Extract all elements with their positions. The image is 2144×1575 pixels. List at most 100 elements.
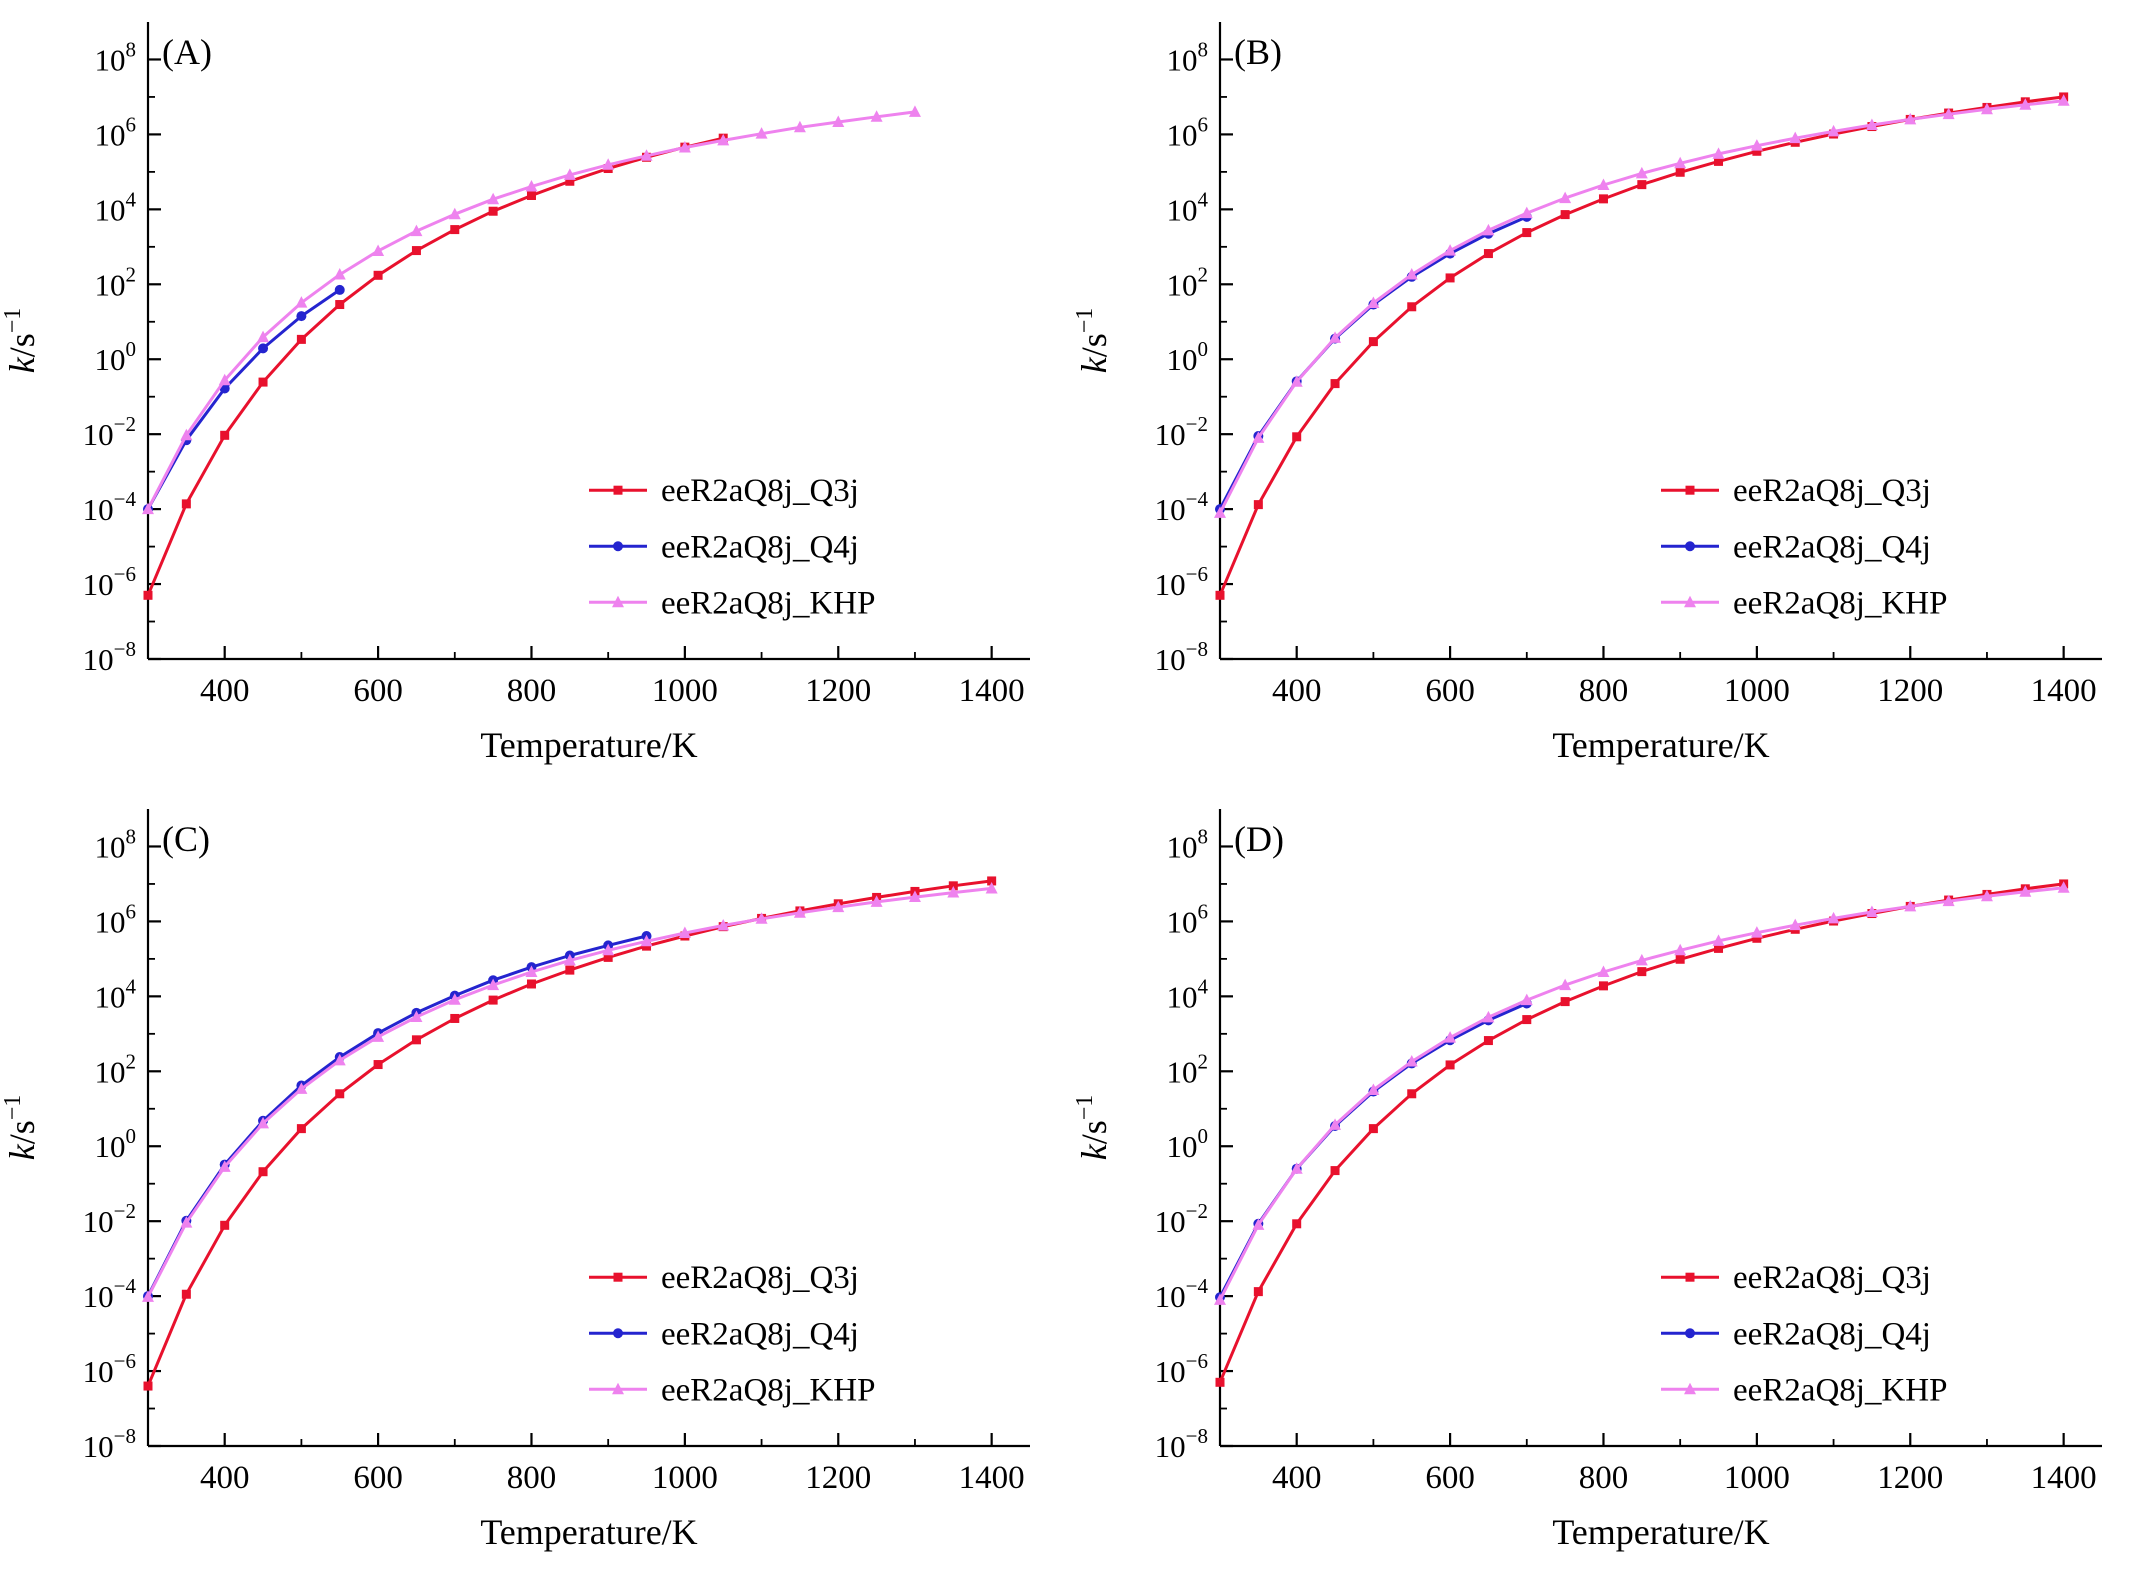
marker-triangle	[487, 192, 500, 205]
y-tick-label: 10−8	[1155, 1424, 1208, 1464]
marker-circle	[1685, 1328, 1695, 1339]
series-line	[146, 886, 994, 1299]
x-tick-label: 1000	[652, 1460, 718, 1496]
marker-square	[1675, 167, 1685, 177]
x-tick-label: 1200	[805, 1460, 871, 1496]
marker-square	[1330, 379, 1340, 389]
marker-triangle	[793, 906, 806, 918]
marker-triangle	[410, 1010, 423, 1022]
x-tick-label: 800	[507, 673, 557, 709]
marker-triangle	[1904, 112, 1917, 125]
x-tick-label: 1000	[1724, 673, 1790, 709]
panel-label: (A)	[162, 32, 212, 72]
marker-square	[1407, 1089, 1417, 1099]
y-tick-label: 10−4	[1155, 487, 1209, 527]
marker-triangle	[372, 1030, 385, 1042]
marker-square	[488, 995, 498, 1005]
legend-item: eeR2aQ8j_KHP	[589, 1372, 875, 1408]
marker-square	[1483, 1036, 1493, 1046]
y-tick-label: 10−6	[83, 562, 136, 602]
marker-triangle	[612, 595, 624, 608]
x-axis-label: Temperature/K	[480, 725, 697, 765]
marker-square	[220, 1220, 230, 1230]
y-axis-label: k/s−1	[1072, 308, 1114, 374]
marker-square	[373, 1060, 383, 1070]
marker-triangle	[295, 296, 308, 308]
marker-triangle	[1684, 595, 1696, 608]
legend: eeR2aQ8j_Q3j eeR2aQ8j_Q4j eeR2aQ8j_KHP	[589, 473, 875, 621]
marker-triangle	[947, 886, 960, 898]
marker-square	[526, 979, 536, 989]
marker-triangle	[908, 105, 921, 117]
legend-item: eeR2aQ8j_KHP	[1661, 585, 1947, 621]
legend-item: eeR2aQ8j_KHP	[1661, 1372, 1947, 1408]
y-axis: 10−8 10−6 10−4 10−2 100 102 104 106 108	[1155, 824, 1233, 1464]
legend-item: eeR2aQ8j_Q4j	[589, 529, 859, 565]
marker-triangle	[333, 268, 346, 280]
marker-triangle	[1444, 1031, 1457, 1043]
marker-square	[1714, 943, 1724, 953]
marker-triangle	[1252, 431, 1265, 443]
marker-square	[143, 1381, 153, 1391]
x-tick-label: 400	[1272, 673, 1322, 709]
marker-square	[603, 952, 613, 962]
y-tick-label: 104	[1167, 187, 1209, 227]
marker-square	[1714, 156, 1724, 166]
x-tick-label: 800	[1579, 1460, 1629, 1496]
legend-label: eeR2aQ8j_Q4j	[1733, 1316, 1931, 1352]
marker-square	[411, 246, 421, 256]
series-eeR2aQ8j_KHP	[1214, 94, 2070, 518]
marker-triangle	[870, 895, 883, 907]
marker-triangle	[1865, 118, 1878, 131]
marker-triangle	[333, 1053, 346, 1066]
marker-square	[450, 225, 460, 235]
chart-panel-svg: 400 600 800 1000 1200 1400 10−8 10−6 10−4 10−2 100…	[1072, 809, 2102, 1552]
marker-triangle	[2019, 98, 2032, 110]
marker-triangle	[1559, 978, 1572, 991]
marker-square	[1292, 432, 1302, 442]
x-axis: 400 600 800 1000 1200 1400	[200, 646, 1025, 709]
y-tick-label: 106	[95, 899, 137, 939]
y-axis-label: k/s−1	[1072, 1095, 1114, 1161]
marker-triangle	[218, 1160, 231, 1172]
marker-triangle	[257, 1116, 270, 1129]
legend-label: eeR2aQ8j_KHP	[1733, 1372, 1947, 1408]
marker-triangle	[1942, 107, 1955, 120]
marker-triangle	[563, 953, 576, 966]
marker-triangle	[257, 330, 270, 343]
marker-triangle	[678, 141, 691, 153]
chart-panel-svg: 400 600 800 1000 1200 1400 10−8 10−6 10−4 10−2 100…	[1072, 22, 2102, 765]
legend-label: eeR2aQ8j_Q4j	[1733, 529, 1931, 565]
marker-triangle	[1405, 1055, 1418, 1067]
marker-triangle	[1482, 223, 1495, 236]
marker-triangle	[2019, 885, 2032, 897]
y-tick-label: 10−8	[83, 637, 136, 677]
legend-label: eeR2aQ8j_Q4j	[661, 1316, 859, 1352]
marker-circle	[1685, 541, 1695, 552]
marker-square	[1215, 590, 1225, 600]
marker-triangle	[218, 373, 231, 386]
marker-triangle	[717, 133, 730, 146]
marker-square	[296, 1124, 306, 1134]
x-tick-label: 400	[1272, 1460, 1322, 1496]
x-axis-label: Temperature/K	[480, 1512, 697, 1552]
marker-square	[1752, 933, 1762, 943]
marker-circle	[613, 541, 623, 552]
marker-triangle	[1827, 124, 1840, 137]
marker-triangle	[525, 179, 538, 192]
legend: eeR2aQ8j_Q3j eeR2aQ8j_Q4j eeR2aQ8j_KHP	[1661, 473, 1947, 621]
panel-A: 400 600 800 1000 1200 1400 10−8 10−6 10−4 10−2 100…	[0, 0, 1072, 787]
marker-triangle	[717, 919, 730, 931]
marker-triangle	[1252, 1218, 1265, 1230]
marker-triangle	[612, 1382, 624, 1395]
x-tick-label: 1000	[652, 673, 718, 709]
marker-triangle	[832, 900, 845, 913]
legend-label: eeR2aQ8j_Q4j	[661, 529, 859, 565]
marker-square	[335, 1089, 345, 1099]
marker-square	[1560, 997, 1570, 1007]
legend-item: eeR2aQ8j_KHP	[589, 585, 875, 621]
marker-square	[1483, 249, 1493, 259]
marker-circle	[258, 343, 269, 354]
marker-triangle	[1329, 1118, 1342, 1130]
